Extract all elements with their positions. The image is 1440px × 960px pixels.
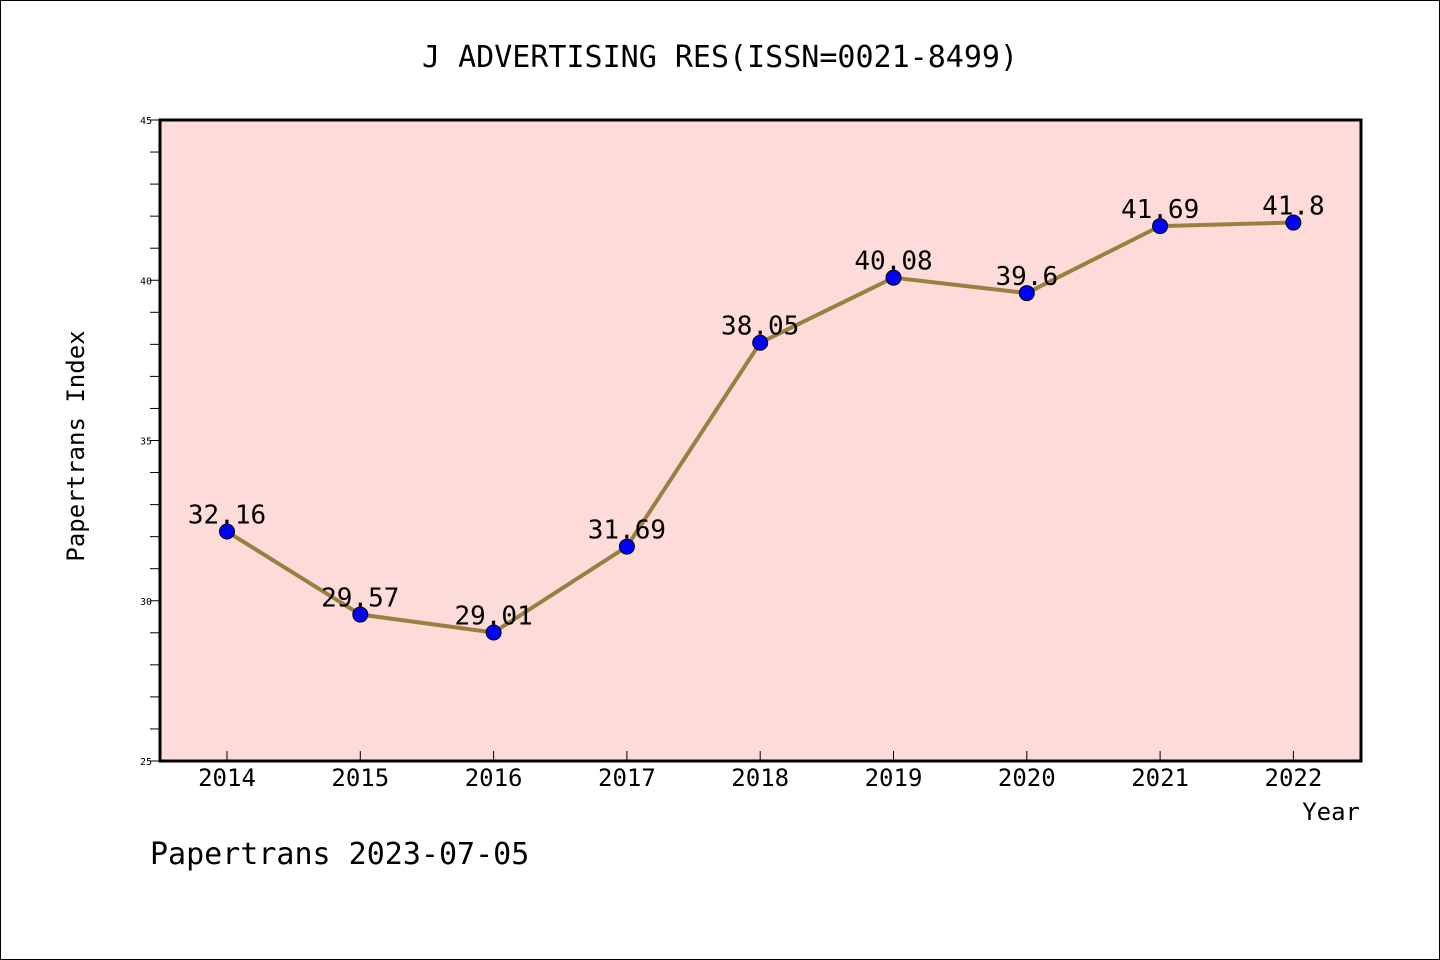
data-point-marker [885,269,902,286]
x-axis-label: Year [1302,798,1360,826]
data-point-marker [1285,214,1302,231]
y-axis-label: Papertrans Index [62,330,90,561]
chart-title: J ADVERTISING RES(ISSN=0021-8499) [422,40,1018,75]
x-tick-label: 2016 [465,764,523,792]
data-point-marker [1018,285,1035,302]
footer-text: Papertrans 2023-07-05 [150,837,529,872]
y-tick-labels: 25 30 35 40 45 [140,116,152,768]
x-tick-label: 2015 [331,764,389,792]
y-tick-label: 40 [140,276,152,287]
data-point-marker [352,606,369,623]
data-point-marker [752,334,769,351]
x-tick-label: 2020 [998,764,1056,792]
y-tick-label: 30 [140,597,152,608]
x-tick-label: 2017 [598,764,656,792]
x-ticks [226,751,1294,761]
x-tick-label: 2018 [731,764,789,792]
y-minor-ticks [150,119,160,762]
data-markers [219,214,1302,641]
data-point-marker [485,624,502,641]
x-tick-label: 2021 [1131,764,1189,792]
x-tick-label: 2014 [198,764,256,792]
y-tick-label: 35 [140,437,152,448]
data-point-marker [1152,218,1169,235]
data-point-marker [219,523,235,540]
data-point-marker [618,538,635,555]
x-tick-label: 2019 [865,764,923,792]
y-tick-label: 25 [140,757,152,768]
x-tick-label: 2022 [1265,764,1323,792]
plot-border [158,118,1363,763]
y-tick-label: 45 [140,116,152,127]
x-tick-labels: 2014 2015 2016 2017 2018 2019 2020 2021 2022 [198,764,1322,792]
